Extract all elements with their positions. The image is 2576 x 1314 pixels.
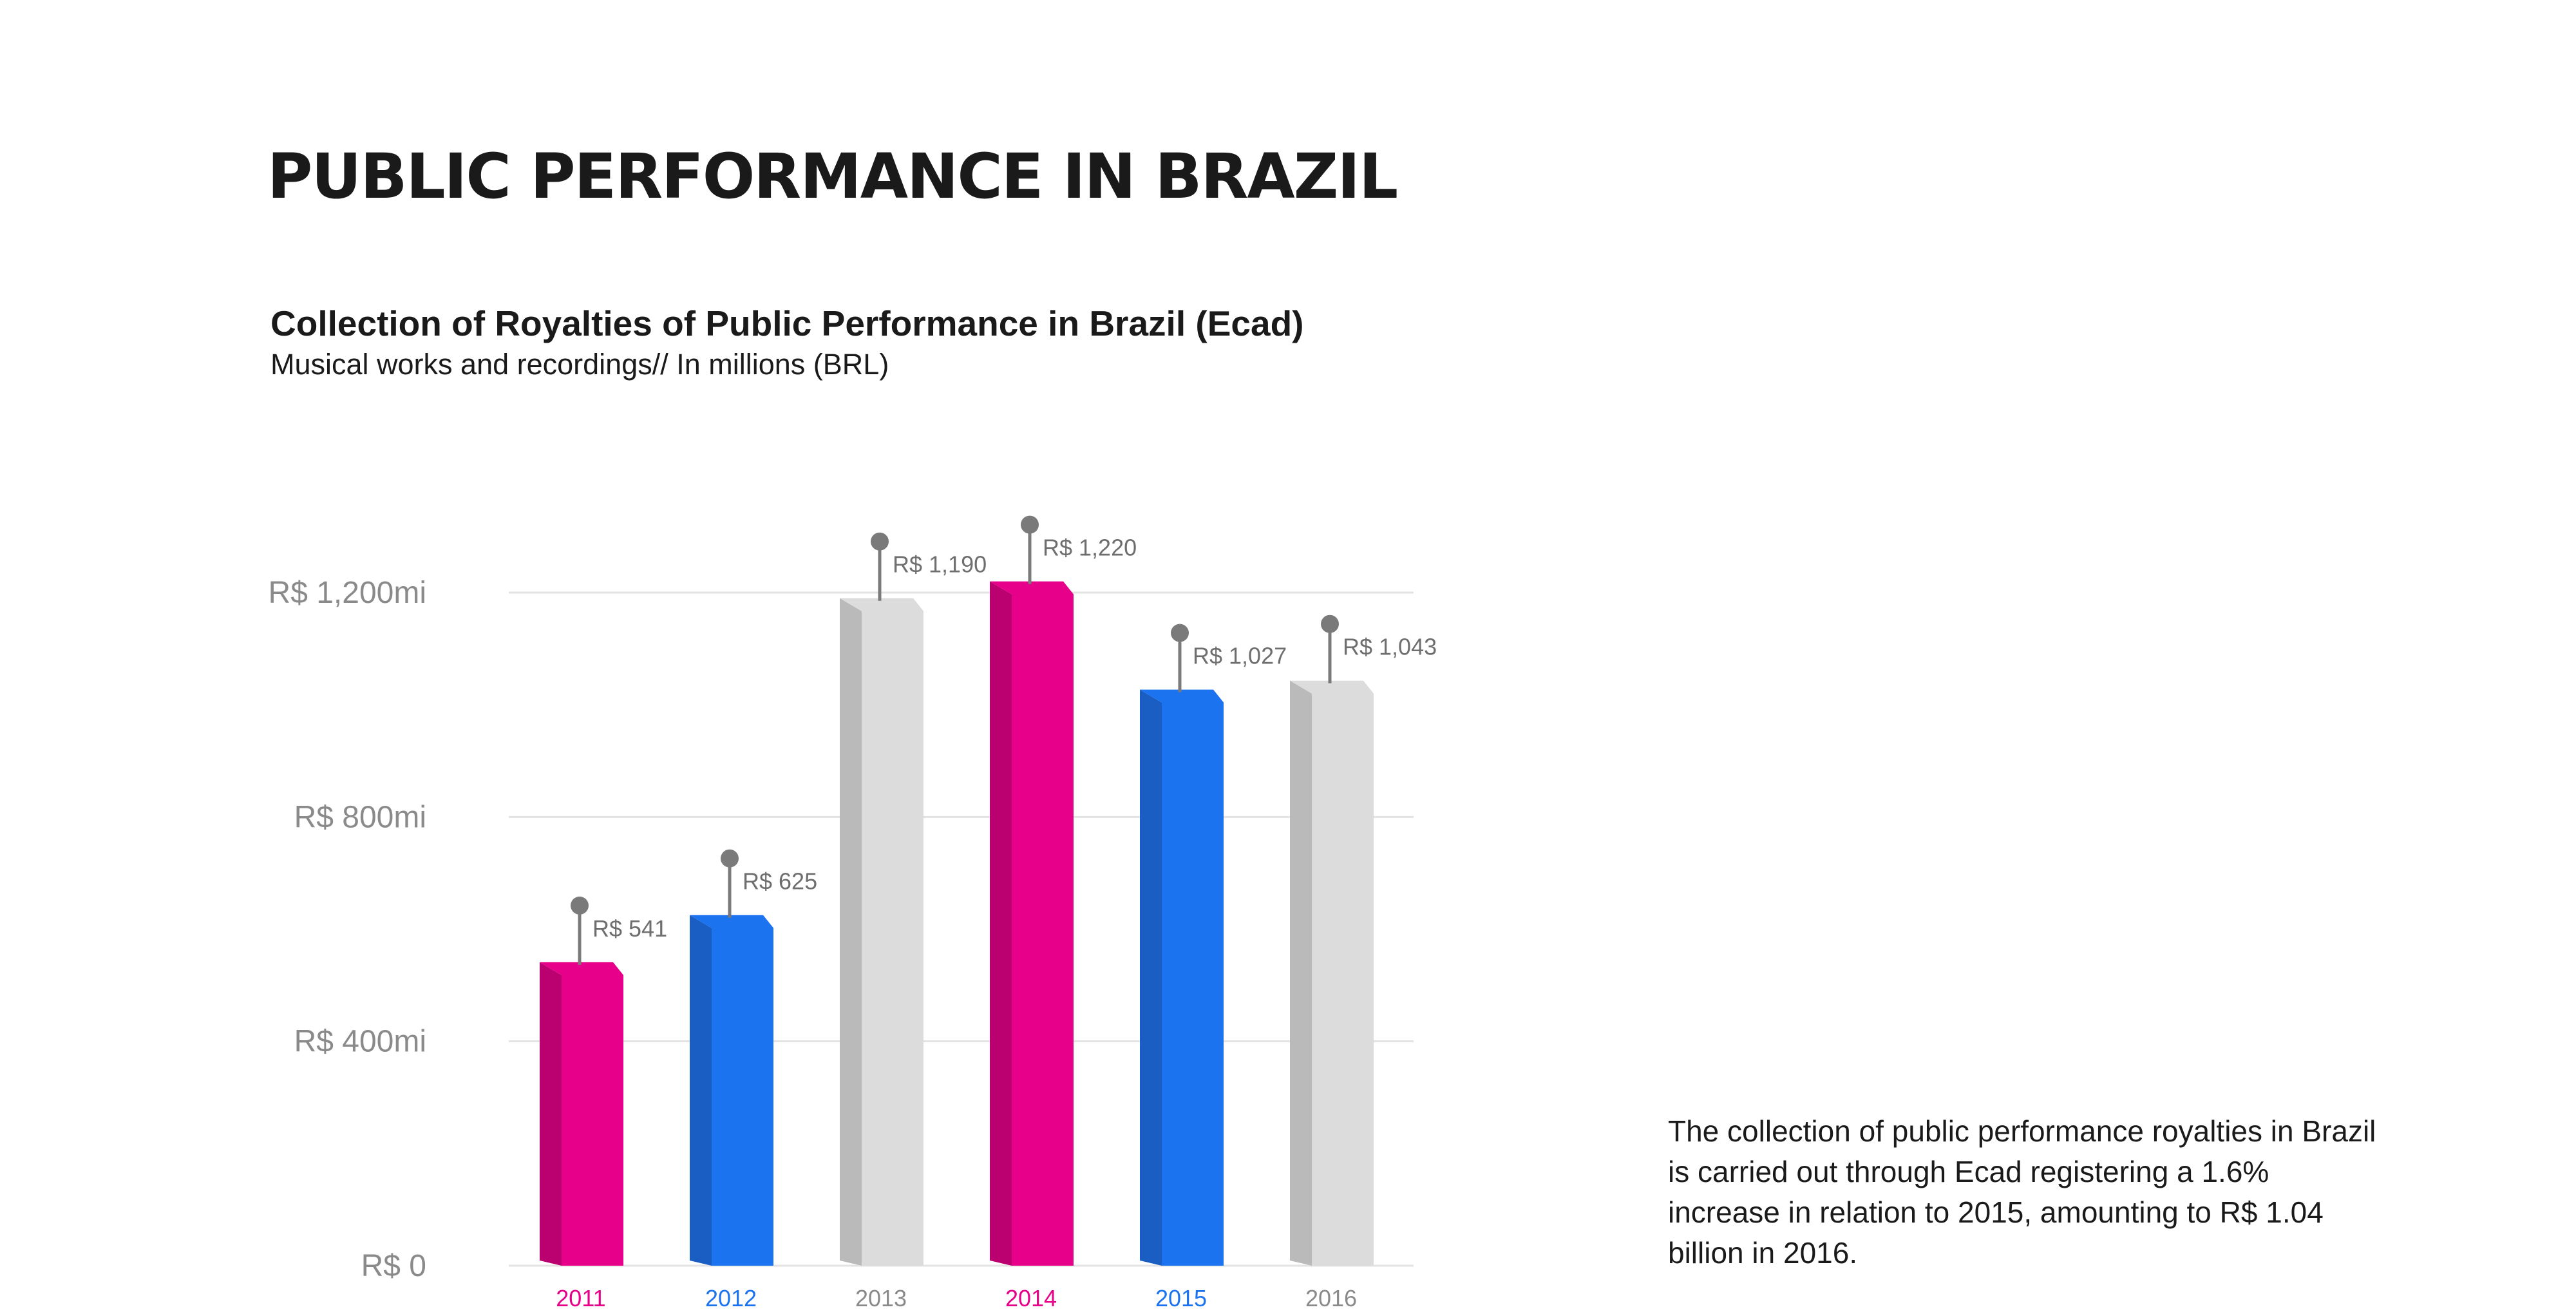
pin-head: [721, 849, 739, 868]
pin-head: [871, 532, 889, 551]
data-label: R$ 541: [592, 915, 667, 942]
bar: [540, 962, 623, 1266]
bar-chart: R$ 0 R$ 400mi R$ 800mi R$ 1,200mi R$ 541 2011…: [269, 515, 1437, 1311]
bar: [990, 581, 1074, 1266]
pin-head: [1321, 614, 1339, 633]
pin-head: [1171, 624, 1189, 642]
bar: [1140, 689, 1224, 1266]
data-label: R$ 1,043: [1343, 634, 1437, 660]
bar: [690, 915, 773, 1266]
y-tick-label: R$ 400mi: [294, 1025, 426, 1059]
data-label: R$ 625: [743, 868, 817, 895]
bar-side: [840, 598, 862, 1266]
data-label: R$ 1,190: [893, 551, 987, 578]
y-tick-label: R$ 800mi: [294, 800, 426, 834]
chart-title: Collection of Royalties of Public Perfor…: [270, 303, 1304, 343]
data-label: R$ 1,220: [1043, 535, 1137, 561]
bar-side: [690, 915, 712, 1266]
bar: [840, 598, 923, 1266]
data-label: R$ 1,027: [1193, 643, 1287, 669]
y-tick-label: R$ 1,200mi: [269, 576, 426, 610]
chart-subtitle: Musical works and recordings// In millio…: [270, 348, 889, 381]
bar-side: [1290, 680, 1312, 1266]
bar-side: [540, 962, 562, 1266]
x-tick-label: 2013: [855, 1285, 907, 1311]
description-text: The collection of public performance roy…: [1668, 1114, 2376, 1270]
pin-head: [1021, 515, 1039, 534]
pin-head: [571, 896, 589, 915]
x-tick-label: 2014: [1005, 1285, 1057, 1311]
bar: [1290, 680, 1374, 1266]
x-tick-label: 2012: [705, 1285, 757, 1311]
x-tick-label: 2011: [556, 1285, 605, 1311]
bar-side: [1140, 689, 1162, 1266]
page-title: PUBLIC PERFORMANCE IN BRAZIL: [267, 140, 1398, 213]
x-tick-label: 2015: [1155, 1285, 1207, 1311]
bar-side: [990, 581, 1012, 1266]
y-tick-label: R$ 0: [361, 1249, 426, 1283]
x-tick-label: 2016: [1305, 1285, 1357, 1311]
